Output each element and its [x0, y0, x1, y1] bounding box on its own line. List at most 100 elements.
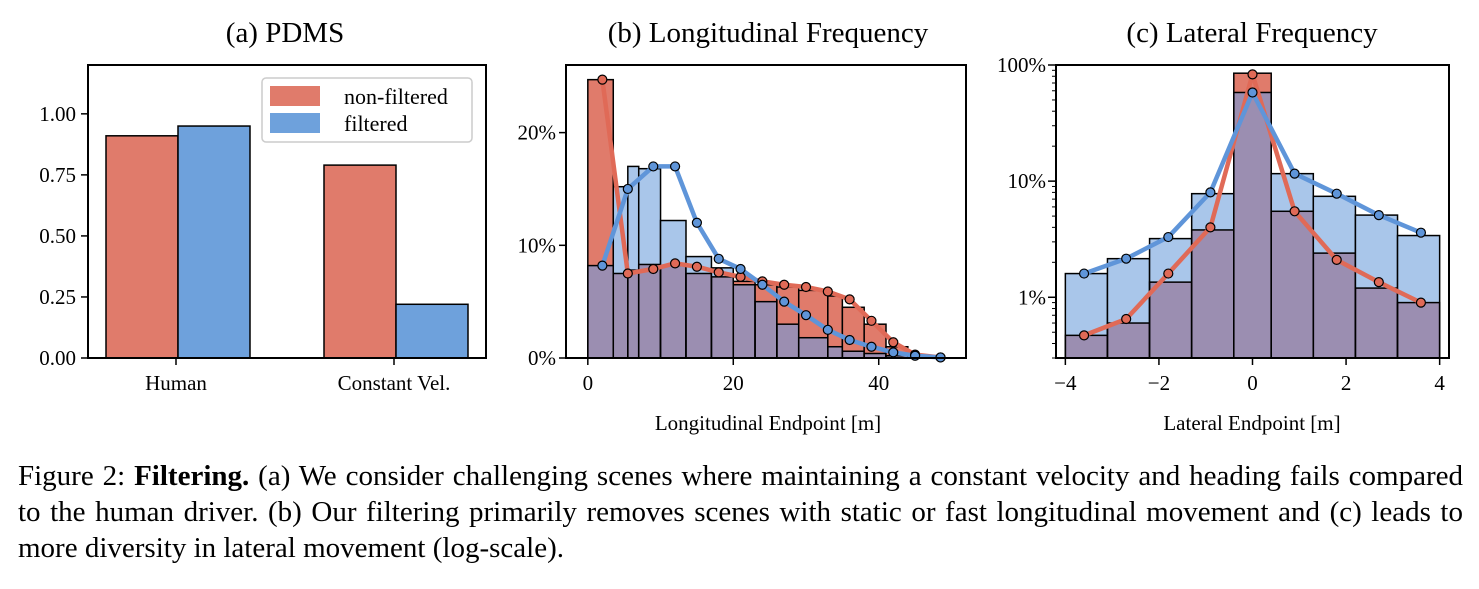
- y-tick-label: 0.00: [39, 346, 76, 370]
- bar-excess-filtered: [1397, 235, 1440, 303]
- x-tick-label: −4: [1054, 371, 1077, 395]
- legend-label-non-filtered: non-filtered: [344, 84, 448, 109]
- y-tick-label: 0.50: [39, 224, 76, 248]
- bar-overlap: [627, 270, 639, 358]
- point-non-filtered: [622, 268, 633, 279]
- bar-overlap: [798, 337, 828, 358]
- point-non-filtered: [1247, 69, 1258, 80]
- bar-overlap: [638, 264, 661, 358]
- x-tick-label: 0: [1247, 371, 1258, 395]
- bar-overlap: [864, 353, 886, 358]
- point-filtered: [1415, 227, 1427, 238]
- bar-overlap: [1313, 253, 1356, 358]
- bar-overlap: [1271, 211, 1314, 358]
- point-non-filtered: [1163, 268, 1174, 279]
- panel-a-frame: [87, 64, 487, 359]
- bar-excess-filtered: [1107, 258, 1150, 324]
- y-tick-label: 0.25: [39, 285, 76, 309]
- bar-non-filtered-human: [105, 135, 179, 359]
- point-filtered: [1205, 187, 1216, 198]
- bar-overlap: [1107, 323, 1150, 358]
- point-filtered: [1289, 168, 1300, 179]
- x-tick-label: Human: [145, 371, 207, 395]
- y-tick-label: 0%: [528, 346, 556, 370]
- point-filtered: [691, 217, 703, 228]
- panel-c-lateral: (c) Lateral Frequency 1%10%100% −4 −2 0 2 4 …: [997, 17, 1450, 435]
- x-tick-label: 2: [1341, 371, 1352, 395]
- caption-bold: Filtering.: [134, 460, 250, 492]
- point-filtered: [800, 310, 812, 321]
- bar-overlap: [827, 346, 843, 358]
- y-tick-label: 10%: [1008, 169, 1047, 193]
- figure-svg: (a) PDMS 0.00 0.25 0.50 0.75 1.00 Human Const…: [39, 17, 1450, 435]
- bar-excess-non-filtered: [827, 296, 843, 347]
- bar-overlap: [711, 276, 734, 358]
- point-filtered: [757, 279, 768, 290]
- bar-excess-filtered: [660, 220, 686, 266]
- point-filtered: [844, 334, 855, 346]
- bar-overlap: [1355, 288, 1398, 358]
- bar-excess-filtered: [1313, 196, 1356, 254]
- panel-a-title: (a) PDMS: [226, 17, 344, 49]
- bar-excess-non-filtered: [733, 281, 756, 285]
- point-non-filtered: [800, 281, 812, 293]
- point-filtered: [1247, 87, 1258, 98]
- bar-overlap: [755, 301, 777, 358]
- point-non-filtered: [866, 315, 877, 326]
- point-non-filtered: [1331, 254, 1342, 265]
- point-filtered: [648, 161, 659, 172]
- point-non-filtered: [844, 294, 855, 305]
- bar-overlap: [886, 355, 908, 358]
- point-non-filtered: [1415, 297, 1427, 308]
- point-non-filtered: [822, 286, 833, 297]
- point-non-filtered: [713, 267, 724, 278]
- x-tick-label: −2: [1148, 371, 1170, 395]
- point-filtered: [866, 341, 877, 352]
- point-filtered: [888, 347, 899, 358]
- x-tick-label: 4: [1434, 371, 1445, 395]
- bar-filtered-human: [177, 125, 251, 359]
- bar-overlap: [686, 273, 712, 358]
- point-non-filtered: [669, 258, 681, 269]
- point-non-filtered: [1121, 313, 1132, 325]
- y-tick-label: 1.00: [39, 102, 76, 126]
- bar-overlap: [1065, 335, 1108, 358]
- legend-label-filtered: filtered: [344, 111, 408, 136]
- point-filtered: [597, 260, 608, 271]
- bar-excess-filtered: [638, 168, 661, 265]
- point-filtered: [1331, 188, 1342, 199]
- x-tick-label: 40: [868, 371, 889, 395]
- x-tick-label: 20: [723, 371, 744, 395]
- panel-b-frame: [565, 64, 967, 359]
- point-filtered: [713, 253, 724, 264]
- legend-swatch-non-filtered: [270, 86, 320, 106]
- figure-caption: Figure 2: Filtering. (a) We consider cha…: [18, 458, 1463, 566]
- bar-filtered-constant-vel-: [395, 303, 469, 359]
- y-tick-label: 100%: [997, 53, 1046, 77]
- point-filtered: [735, 263, 746, 275]
- line-filtered: [600, 164, 943, 360]
- panel-a-pdms: (a) PDMS 0.00 0.25 0.50 0.75 1.00 Human Const…: [39, 17, 487, 395]
- point-filtered: [779, 296, 790, 307]
- point-non-filtered: [1205, 222, 1216, 233]
- bar-excess-filtered: [627, 166, 639, 271]
- point-non-filtered: [888, 337, 899, 348]
- bar-overlap: [660, 265, 686, 358]
- point-non-filtered: [648, 263, 659, 275]
- point-non-filtered: [1373, 277, 1384, 288]
- panel-b-xlabel: Longitudinal Endpoint [m]: [655, 411, 881, 435]
- bar-overlap: [1191, 229, 1234, 358]
- point-filtered: [1078, 268, 1090, 279]
- point-non-filtered: [1078, 330, 1090, 341]
- figure: (a) PDMS 0.00 0.25 0.50 0.75 1.00 Human Const…: [39, 17, 1450, 435]
- bar-overlap: [1233, 92, 1272, 359]
- point-filtered: [622, 183, 633, 195]
- point-non-filtered: [779, 279, 790, 290]
- caption-prefix: Figure 2:: [18, 460, 135, 492]
- bar-overlap: [733, 284, 756, 358]
- point-non-filtered: [1289, 206, 1300, 217]
- point-filtered: [822, 324, 833, 335]
- bar-excess-filtered: [1355, 215, 1398, 289]
- x-tick-label: 0: [583, 371, 594, 395]
- point-filtered: [1121, 253, 1132, 264]
